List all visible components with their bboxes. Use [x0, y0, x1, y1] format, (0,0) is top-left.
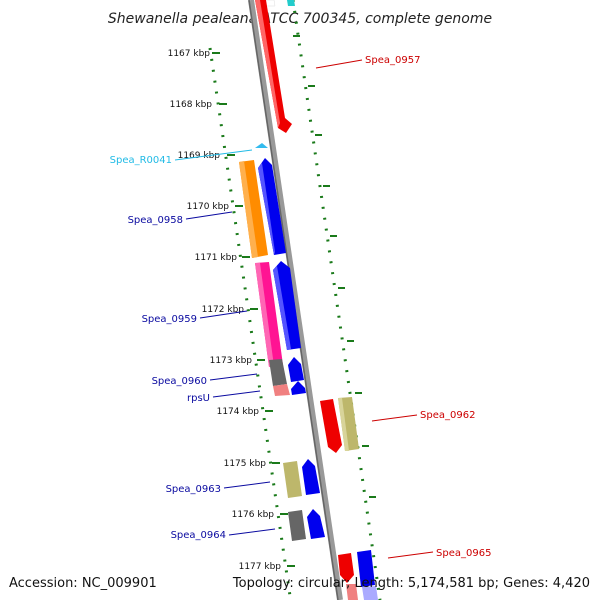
kbp-tick-labels: 1167 kbp 1168 kbp 1169 kbp 1170 kbp 1171… — [168, 49, 282, 572]
gene-spea-0959 — [273, 261, 301, 350]
tick-label-1177: 1177 kbp — [239, 562, 282, 572]
gene-spea-0965-blue — [357, 550, 375, 587]
gene-spea-0964-gray — [288, 510, 306, 541]
label-spea-0964: Spea_0964 — [171, 530, 226, 541]
gene-spea-0958-highlight — [258, 163, 275, 255]
label-spea-0962: Spea_0962 — [420, 410, 475, 421]
leader-spea-0964 — [228, 528, 276, 536]
gene-spea-0959-pink-highlight — [255, 263, 274, 367]
gene-spea-0959-highlight — [273, 266, 291, 350]
gene-spea-0964 — [307, 509, 325, 539]
leader-spea-0962 — [371, 414, 418, 422]
label-spea-0960: Spea_0960 — [152, 376, 207, 387]
tick-label-1171: 1171 kbp — [195, 253, 238, 263]
gene-spea-0960 — [288, 357, 304, 382]
tick-label-1168: 1168 kbp — [170, 100, 213, 110]
gene-top-cyan — [287, 0, 295, 6]
label-spea-0957: Spea_0957 — [365, 55, 420, 66]
gene-spea-0958-orange-highlight — [239, 161, 258, 258]
leader-spea-0963 — [223, 481, 271, 489]
label-spea-0959: Spea_0959 — [142, 314, 197, 325]
tick-dotted-line — [208, 47, 292, 597]
label-spea-0965: Spea_0965 — [436, 548, 491, 559]
tick-label-1172: 1172 kbp — [202, 305, 245, 315]
label-leader-lines — [174, 59, 434, 559]
leader-spea-0959 — [199, 310, 248, 319]
label-spea-0958: Spea_0958 — [128, 215, 183, 226]
map-title: Shewanella pealeana ATCC 700345, complet… — [108, 11, 492, 27]
leader-rpsu — [212, 390, 261, 398]
reverse-track-dashes — [293, 35, 376, 498]
gene-spea-0960-gray — [269, 359, 287, 386]
genome-backbone — [248, 0, 343, 601]
gene-features — [239, 0, 378, 600]
gene-spea-0963-khaki — [283, 461, 302, 498]
reverse-track-dotted-line — [291, 0, 382, 601]
tick-label-1175: 1175 kbp — [224, 459, 267, 469]
tick-label-1173: 1173 kbp — [210, 356, 253, 366]
label-rpsu: rpsU — [187, 393, 210, 404]
leader-spea-0960 — [209, 373, 258, 381]
gene-labels: Spea_0957 Spea_R0041 Spea_0958 Spea_0959… — [110, 55, 492, 559]
leader-spea-0958 — [185, 211, 233, 220]
gene-bottom-lavender — [362, 586, 378, 600]
genome-summary-text: Topology: circular; Length: 5,174,581 bp… — [232, 576, 590, 591]
label-spea-r0041: Spea_R0041 — [110, 155, 172, 166]
leader-spea-0965 — [387, 551, 434, 559]
gene-spea-0963 — [302, 459, 320, 495]
gene-spea-r0041 — [255, 143, 268, 148]
gene-spea-0958 — [258, 158, 286, 255]
tick-label-1174: 1174 kbp — [217, 407, 260, 417]
leader-spea-r0041 — [174, 149, 253, 161]
accession-text: Accession: NC_009901 — [9, 576, 157, 591]
tick-label-1167: 1167 kbp — [168, 49, 211, 59]
tick-label-1169: 1169 kbp — [178, 151, 221, 161]
gene-spea-0965 — [338, 553, 354, 583]
label-spea-0963: Spea_0963 — [166, 484, 221, 495]
gene-spea-0962-khaki-highlight — [338, 398, 349, 451]
tick-label-1176: 1176 kbp — [232, 510, 275, 520]
tick-label-1170: 1170 kbp — [187, 202, 230, 212]
leader-spea-0957 — [315, 59, 363, 69]
kbp-tick-marks — [212, 52, 295, 567]
gene-rpsu-salmon — [273, 384, 290, 396]
gene-spea-0962 — [320, 399, 342, 453]
gene-rpsu — [291, 381, 306, 395]
gene-spea-0957-highlight — [255, 0, 280, 128]
gene-bottom-salmon — [346, 584, 358, 600]
